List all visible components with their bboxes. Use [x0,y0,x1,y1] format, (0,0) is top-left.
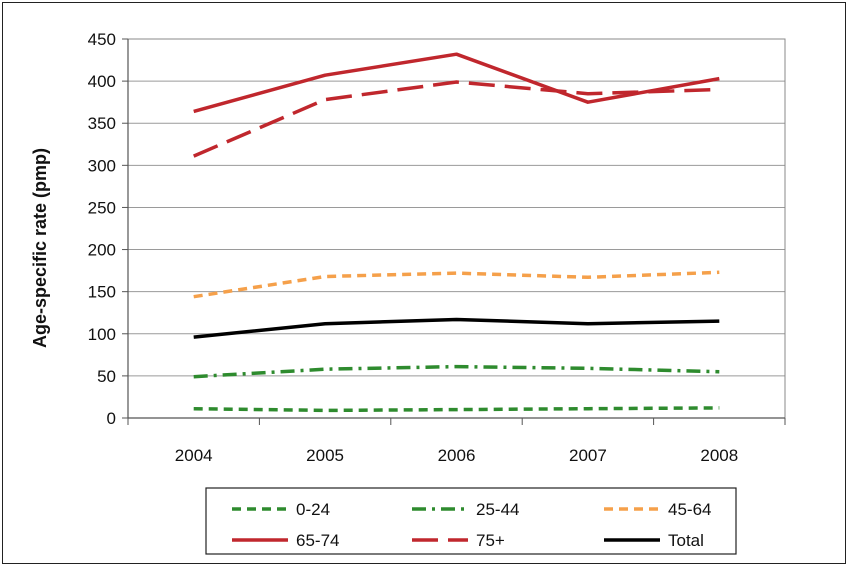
series-line-65-74 [193,52,720,114]
legend-label-65-74: 65-74 [296,531,339,550]
x-tick-label: 2005 [306,446,344,465]
legend-label-75-: 75+ [476,531,505,550]
series-line-25-44 [193,364,720,379]
legend-label-total: Total [668,531,704,550]
legend-label-45-64: 45-64 [668,500,711,519]
x-tick-label: 2006 [438,446,476,465]
series-line-0-24 [193,406,720,413]
y-tick-label: 350 [88,114,116,133]
legend-label-25-44: 25-44 [476,500,519,519]
y-tick-label: 400 [88,72,116,91]
y-tick-label: 100 [88,325,116,344]
x-tick-labels: 2004 2005 2006 2007 2008 [175,446,738,465]
y-tick-label: 50 [97,367,116,386]
y-tick-label: 0 [107,409,116,428]
plot-area [127,38,786,419]
series-line-45-64 [193,270,720,299]
x-tick-label: 2007 [569,446,607,465]
y-tick-label: 250 [88,198,116,217]
y-tick-label: 300 [88,156,116,175]
series-line-total [193,317,720,339]
axes [122,38,786,425]
series-line-75- [193,80,720,158]
y-tick-labels: 0 50 100 150 200 250 300 350 400 450 [88,30,116,428]
legend-label-0-24: 0-24 [296,500,330,519]
legend-box [205,487,737,555]
y-tick-label: 450 [88,30,116,49]
y-tick-label: 200 [88,241,116,260]
series-lines [193,52,720,413]
x-tick-label: 2004 [175,446,213,465]
legend: 0-24 25-44 45-64 65-74 75+ Total [205,487,737,555]
y-axis-label: Age-specific rate (pmp) [30,148,50,348]
x-tick-label: 2008 [700,446,738,465]
y-tick-label: 150 [88,283,116,302]
